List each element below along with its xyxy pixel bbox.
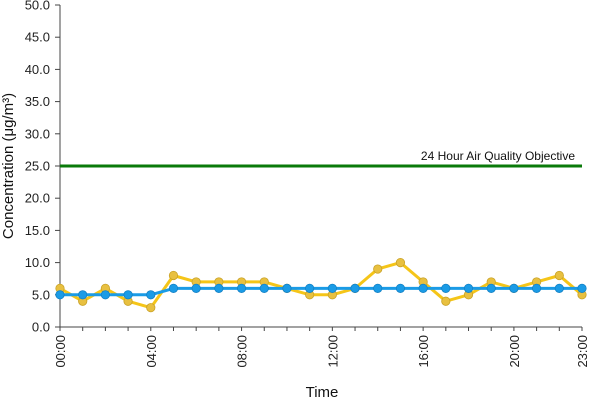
- series-group: [55, 257, 587, 313]
- y-tick-label: 25.0: [25, 159, 50, 174]
- x-tick-label: 12:00: [325, 335, 340, 368]
- series-2-point: [146, 290, 156, 300]
- x-tick-label: 00:00: [53, 335, 68, 368]
- series-2-point: [100, 290, 110, 300]
- series-2-point: [305, 283, 315, 293]
- y-tick-label: 45.0: [25, 30, 50, 45]
- reference-line-label: 24 Hour Air Quality Objective: [421, 149, 575, 163]
- y-tick-label: 40.0: [25, 62, 50, 77]
- series-2-point: [509, 283, 519, 293]
- reference-line-group: 24 Hour Air Quality Objective: [60, 149, 582, 168]
- y-tick-label: 5.0: [32, 287, 50, 302]
- x-tick-label: 08:00: [235, 335, 250, 368]
- series-1-point: [168, 270, 179, 281]
- series-2-point: [418, 283, 428, 293]
- series-2-point: [214, 283, 224, 293]
- y-tick-label: 15.0: [25, 223, 50, 238]
- series-2-point: [395, 283, 406, 293]
- series-1-point: [146, 303, 156, 313]
- series-2-point: [463, 283, 474, 293]
- series-2-point: [78, 290, 88, 300]
- series-2-point: [259, 283, 269, 293]
- x-tick-label: 16:00: [416, 335, 431, 368]
- y-axis-title: Concentration (μg/m³): [0, 93, 17, 239]
- series-2-point: [532, 283, 542, 293]
- series-2-point: [282, 283, 292, 293]
- series-2-point: [350, 283, 360, 293]
- y-tick-label: 20.0: [25, 191, 50, 206]
- series-2-point: [123, 290, 133, 300]
- series-1-point: [395, 257, 406, 268]
- y-tick-label: 30.0: [25, 126, 50, 141]
- x-tick-label: 20:00: [507, 335, 522, 368]
- series-2-point: [441, 283, 451, 293]
- series-2-point: [327, 283, 337, 293]
- series-2-point: [168, 283, 179, 293]
- series-2-point: [55, 290, 65, 300]
- series-1-point: [441, 296, 451, 306]
- series-2-point: [236, 283, 247, 293]
- series-2-point: [486, 283, 496, 293]
- x-axis-title: Time: [306, 384, 339, 400]
- series-2-point: [577, 283, 587, 293]
- x-tick-label: 04:00: [144, 335, 159, 368]
- y-tick-label: 50.0: [25, 0, 50, 13]
- series-2-point: [373, 283, 383, 293]
- series-1-point: [373, 264, 383, 274]
- axes: 0.0 5.0 10.0 15.0 20.0 25.0 30.0 35.0 40.0 45.0 50…: [25, 0, 590, 368]
- y-tick-label: 10.0: [25, 255, 50, 270]
- x-tick-label: 23:00: [575, 335, 590, 368]
- y-tick-label: 0.0: [32, 320, 50, 335]
- series-2-point: [191, 283, 201, 293]
- series-line-1: [59, 261, 583, 310]
- series-2-point: [554, 283, 564, 293]
- series-1-point: [554, 270, 564, 281]
- y-tick-label: 35.0: [25, 94, 50, 109]
